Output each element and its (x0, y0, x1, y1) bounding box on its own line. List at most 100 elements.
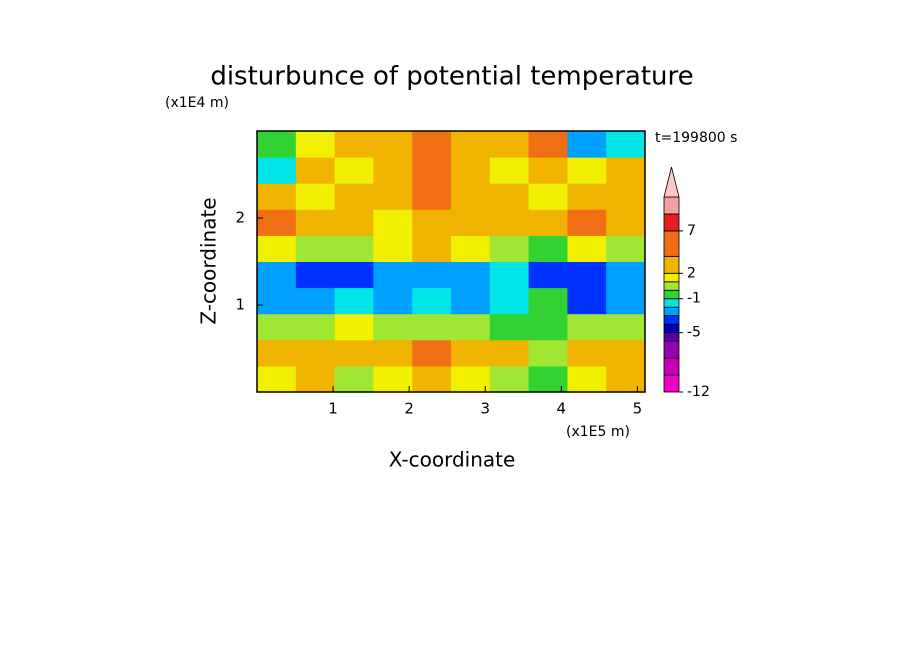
colorbar-segment (663, 255, 680, 274)
field-cell (295, 183, 336, 210)
field-cell (606, 313, 646, 341)
field-cell (334, 313, 374, 341)
field-cell (489, 365, 530, 393)
x-tick-label: 3 (480, 400, 490, 418)
colorbar-tick-label: -12 (687, 384, 710, 400)
y-tick-label: 2 (235, 209, 245, 227)
y-unit: (x1E4 m) (165, 95, 229, 111)
colorbar-segment (663, 340, 680, 359)
field-cell (606, 287, 646, 315)
colorbar-segment (663, 289, 680, 300)
field-cell (606, 157, 646, 184)
x-unit: (x1E5 m) (566, 424, 630, 440)
colorbar-tick-label: 2 (687, 265, 696, 281)
field-cell (606, 209, 646, 236)
field-cell (606, 235, 646, 262)
field-cell (373, 365, 413, 393)
field-cell (567, 157, 607, 184)
field-cell (567, 339, 607, 367)
field-cell (567, 209, 607, 236)
colorbar-segment (663, 281, 680, 291)
field-cell (567, 261, 607, 289)
colorbar-segment (663, 272, 680, 283)
plot-frame (256, 130, 646, 393)
colorbar-tick-label: 7 (687, 223, 696, 239)
time-label: t=199800 s (655, 130, 737, 146)
field-cell (334, 131, 374, 158)
field-cell (528, 261, 568, 289)
field-cell (373, 261, 413, 289)
field-cell (412, 313, 452, 341)
field-cell (412, 157, 452, 184)
colorbar-segment (663, 196, 680, 215)
field-cell (412, 365, 452, 393)
field-cell (451, 209, 491, 236)
field-cell (528, 157, 568, 184)
field-cell (412, 261, 452, 289)
field-cell (257, 287, 297, 315)
field-cell (373, 339, 413, 367)
field-cell (528, 235, 568, 262)
field-cell (489, 183, 530, 210)
field-cell (334, 339, 374, 367)
field-cell (451, 313, 491, 341)
field-cell (528, 313, 568, 341)
field-cell (412, 131, 452, 158)
field-cell (334, 209, 374, 236)
y-axis-label: Z-coordinate (197, 197, 221, 324)
x-tick-label: 2 (404, 400, 414, 418)
field-cell (451, 261, 491, 289)
field-cell (334, 235, 374, 262)
field-cell (257, 261, 297, 289)
field-cell (567, 287, 607, 315)
colorbar-segment (663, 332, 680, 342)
field-cell (412, 209, 452, 236)
field-cell (606, 365, 646, 393)
field-cell (451, 157, 491, 184)
x-axis-label: X-coordinate (389, 448, 516, 472)
field-cell (295, 339, 336, 367)
field-cell (451, 183, 491, 210)
colorbar-segment (663, 323, 680, 334)
field-cell (489, 287, 530, 315)
field-cell (334, 157, 374, 184)
colorbar-segment (663, 230, 680, 257)
field-cell (528, 365, 568, 393)
field-cell (295, 131, 336, 158)
field-cell (528, 287, 568, 315)
field-cell (412, 235, 452, 262)
colorbar-tick-label: -5 (687, 325, 701, 341)
colorbar-tick-label: -1 (687, 291, 701, 307)
colorbar-segment (663, 374, 680, 393)
field-cell (334, 287, 374, 315)
field-cell (257, 365, 297, 393)
field-cell (606, 131, 646, 158)
field-cell (334, 365, 374, 393)
field-cell (412, 339, 452, 367)
field-cell (451, 339, 491, 367)
field-cell (257, 157, 297, 184)
colorbar-extension (663, 166, 680, 198)
field-cell (373, 157, 413, 184)
field-cell (257, 339, 297, 367)
field-cell (257, 209, 297, 236)
field-cell (295, 287, 336, 315)
field-cell (606, 183, 646, 210)
field-cell (451, 287, 491, 315)
field-cell (257, 131, 297, 158)
colorbar-segment (663, 213, 680, 232)
field-cell (295, 365, 336, 393)
y-tick-label: 1 (235, 296, 245, 314)
colorbar-segment (663, 298, 680, 308)
field-cell (528, 183, 568, 210)
field-cell (567, 183, 607, 210)
field-cell (412, 287, 452, 315)
field-cell (257, 235, 297, 262)
field-cell (567, 235, 607, 262)
field-cell (295, 261, 336, 289)
field-cell (373, 313, 413, 341)
field-cell (373, 131, 413, 158)
x-tick-label: 4 (557, 400, 567, 418)
field-cell (295, 235, 336, 262)
